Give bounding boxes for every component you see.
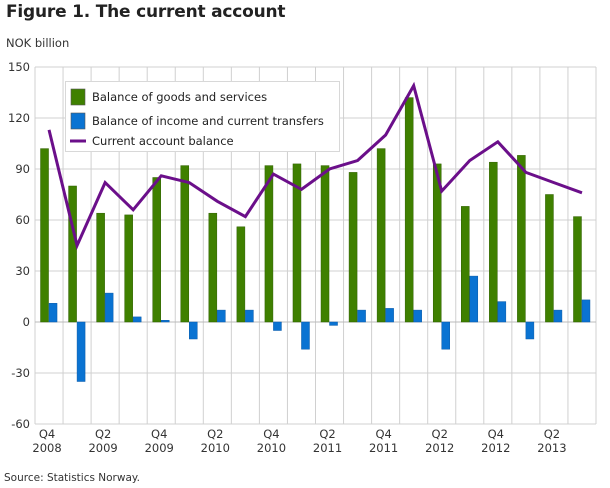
x-tick-label-year: 2009	[145, 441, 174, 455]
legend-swatch-goods-services	[70, 88, 86, 106]
bar-income-transfers	[441, 321, 450, 350]
legend-swatch-income-transfers	[70, 112, 86, 130]
bar-goods-services	[489, 161, 498, 323]
bar-goods-services	[236, 226, 246, 323]
x-tick-label-quarter: Q4	[488, 427, 504, 441]
x-tick-label-year: 2010	[201, 441, 230, 455]
bar-income-transfers	[217, 309, 226, 323]
bar-goods-services	[348, 172, 358, 323]
x-tick-label-quarter: Q2	[319, 427, 335, 441]
y-tick-label: 90	[15, 162, 30, 176]
x-tick-label-quarter: Q2	[432, 427, 448, 441]
bar-goods-services	[461, 206, 470, 323]
y-tick-label: 120	[8, 111, 30, 125]
bar-goods-services	[432, 163, 442, 323]
legend-box	[65, 81, 340, 152]
x-tick-label-quarter: Q4	[263, 427, 279, 441]
x-tick-label-quarter: Q2	[207, 427, 223, 441]
bar-income-transfers	[469, 275, 479, 323]
source-note: Source: Statistics Norway.	[4, 472, 140, 484]
y-tick-label: 30	[15, 264, 30, 278]
bar-goods-services	[292, 163, 302, 323]
legend-label: Balance of income and current transfers	[92, 114, 324, 128]
x-tick-label-year: 2010	[257, 441, 286, 455]
bar-income-transfers	[76, 321, 86, 382]
line-series	[47, 81, 583, 251]
line-current-account-balance	[47, 81, 583, 251]
bar-income-transfers	[329, 321, 338, 326]
legend: Balance of goods and services Balance of …	[65, 81, 340, 152]
bar-income-transfers	[273, 321, 282, 331]
x-tick-label-year: 2012	[481, 441, 510, 455]
bar-income-transfers	[413, 309, 422, 323]
bar-goods-services	[152, 177, 161, 323]
x-tick-label-year: 2011	[313, 441, 342, 455]
bar-income-transfers	[553, 309, 563, 323]
y-axis-ticks: 150 120 90 60 30 0 -30 -60	[8, 60, 30, 431]
bar-income-transfers	[385, 308, 394, 323]
y-tick-label: 0	[23, 315, 30, 329]
x-tick-label-quarter: Q2	[95, 427, 111, 441]
bar-income-transfers	[497, 301, 507, 323]
bar-goods-services	[208, 212, 218, 323]
legend-label: Current account balance	[92, 134, 234, 148]
bar-income-transfers	[189, 321, 198, 340]
x-tick-label-year: 2012	[425, 441, 454, 455]
legend-label: Balance of goods and services	[92, 90, 267, 104]
bar-income-transfers	[301, 321, 310, 350]
x-tick-label-year: 2013	[537, 441, 566, 455]
x-tick-label-quarter: Q2	[544, 427, 560, 441]
bars	[40, 97, 591, 382]
bar-goods-services	[124, 214, 133, 323]
bar-income-transfers	[357, 309, 366, 323]
bar-goods-services	[545, 194, 554, 323]
y-tick-label: 60	[15, 213, 30, 227]
bar-income-transfers	[104, 292, 114, 323]
bar-income-transfers	[245, 309, 254, 323]
x-tick-label-quarter: Q4	[39, 427, 55, 441]
bar-goods-services	[404, 97, 414, 323]
bar-income-transfers	[581, 299, 591, 323]
bar-goods-services	[40, 148, 49, 323]
bar-goods-services	[320, 165, 330, 323]
x-axis-ticks: Q42008Q22009Q42009Q22010Q42010Q22011Q420…	[32, 427, 566, 455]
bar-goods-services	[96, 212, 105, 323]
bar-income-transfers	[525, 321, 535, 340]
y-axis-unit-label: NOK billion	[6, 36, 70, 50]
x-tick-label-quarter: Q4	[375, 427, 391, 441]
bar-income-transfers	[160, 320, 170, 323]
y-tick-label: -60	[11, 417, 30, 431]
x-tick-label-year: 2011	[369, 441, 398, 455]
bar-income-transfers	[48, 303, 58, 323]
x-tick-label-quarter: Q4	[151, 427, 167, 441]
y-tick-label: 150	[8, 60, 30, 74]
x-tick-label-year: 2009	[88, 441, 117, 455]
chart-title: Figure 1. The current account	[6, 2, 286, 22]
bar-goods-services	[264, 165, 274, 323]
y-tick-label: -30	[11, 366, 30, 380]
bar-goods-services	[68, 185, 77, 323]
bar-goods-services	[180, 165, 190, 323]
bar-goods-services	[573, 216, 582, 323]
bar-goods-services	[376, 148, 386, 323]
x-tick-label-year: 2008	[32, 441, 61, 455]
bar-goods-services	[517, 155, 526, 323]
bar-income-transfers	[132, 316, 142, 323]
